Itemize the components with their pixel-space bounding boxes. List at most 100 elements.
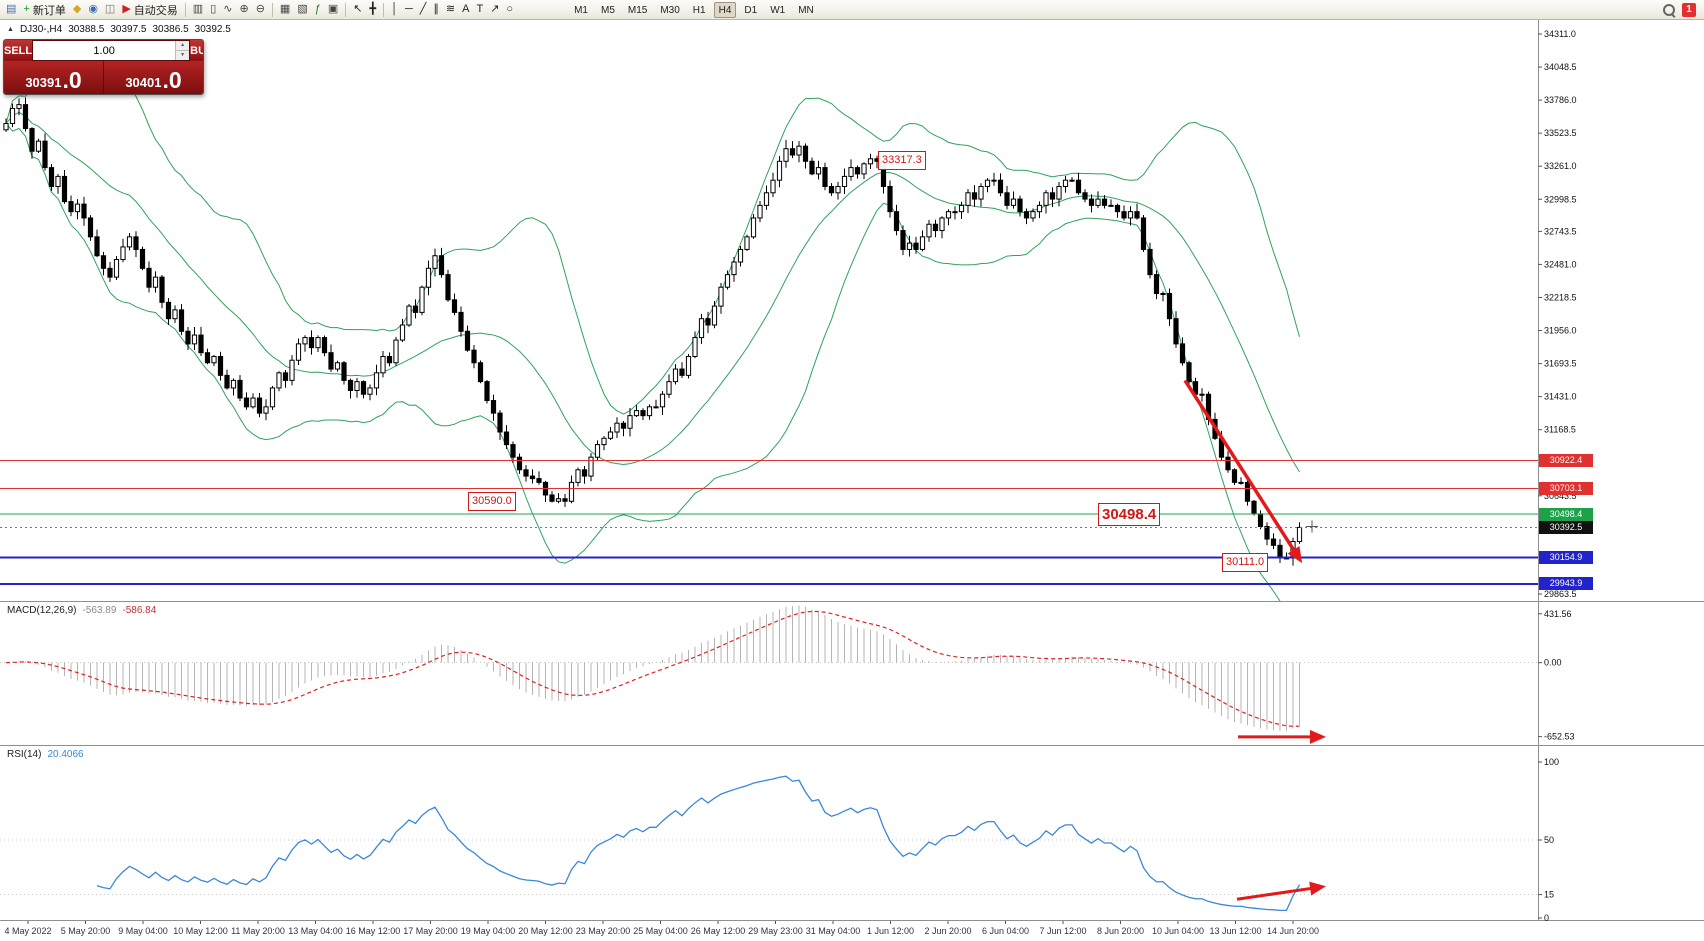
crosshair-button[interactable]: ╋ bbox=[366, 1, 379, 18]
terminal-button[interactable]: ◫ bbox=[102, 1, 118, 18]
trendline-icon: ╱ bbox=[419, 3, 427, 15]
label-button[interactable]: T bbox=[473, 1, 486, 18]
svg-text:10 Jun 04:00: 10 Jun 04:00 bbox=[1152, 926, 1204, 936]
volume-increase-button[interactable]: ▲ bbox=[176, 41, 190, 51]
rsi-value: 20.4066 bbox=[47, 749, 84, 760]
crosshair-marker bbox=[1306, 520, 1318, 533]
candles-layer bbox=[3, 97, 1303, 566]
main-pane[interactable] bbox=[0, 78, 1538, 609]
pane-separators[interactable] bbox=[0, 19, 1704, 921]
one-click-toggle-icon[interactable]: ▲ bbox=[7, 26, 14, 33]
price-annotation[interactable]: 33317.3 bbox=[878, 150, 926, 170]
zoom-out-icon: ⊖ bbox=[255, 3, 265, 15]
vertical-line-button[interactable]: │ bbox=[388, 1, 401, 18]
candlestick-chart-button[interactable]: ▯ bbox=[207, 1, 219, 18]
search-icon[interactable] bbox=[1662, 3, 1676, 17]
sell-price[interactable]: 30391.0 bbox=[4, 61, 104, 94]
rsi-indicator-label: RSI(14) 20.4066 bbox=[7, 749, 84, 760]
auto-trading-button[interactable]: ▶ 自动交易 bbox=[119, 1, 180, 18]
fibonacci-button[interactable]: ≋ bbox=[443, 1, 458, 18]
time-axis[interactable]: 4 May 2022 5 May 20:00 9 May 04:00 10 May 1… bbox=[4, 921, 1319, 936]
macd-signal-value: -586.84 bbox=[122, 605, 157, 616]
price-annotation[interactable]: 30111.0 bbox=[1222, 553, 1269, 573]
macd-histogram bbox=[12, 605, 1300, 731]
zoom-in-button[interactable]: ⊕ bbox=[236, 1, 251, 18]
bar-chart-button[interactable]: ▥ bbox=[190, 1, 206, 18]
rsi-trend-arrow[interactable] bbox=[1236, 881, 1326, 901]
rsi-level-lines bbox=[0, 839, 1538, 896]
line-chart-button[interactable]: ∿ bbox=[220, 1, 235, 18]
svg-text:33523.5: 33523.5 bbox=[1544, 128, 1577, 138]
buy-price-big-digits: .0 bbox=[162, 67, 182, 93]
volume-decrease-button[interactable]: ▼ bbox=[176, 51, 190, 60]
svg-text:13 May 04:00: 13 May 04:00 bbox=[288, 926, 343, 936]
svg-text:32481.0: 32481.0 bbox=[1544, 259, 1577, 269]
svg-text:17 May 20:00: 17 May 20:00 bbox=[403, 926, 458, 936]
arrows-button[interactable]: ↗ bbox=[487, 1, 502, 18]
timeframe-mn-button[interactable]: MN bbox=[798, 4, 814, 16]
indicators-button[interactable]: ƒ bbox=[312, 1, 324, 18]
tile-windows-button[interactable]: ▦ bbox=[277, 1, 293, 18]
timeframe-m1-button[interactable]: M1 bbox=[574, 4, 588, 16]
svg-text:33261.0: 33261.0 bbox=[1544, 161, 1577, 171]
timeframe-w1-button[interactable]: W1 bbox=[770, 4, 786, 16]
svg-text:2 Jun 20:00: 2 Jun 20:00 bbox=[924, 926, 971, 936]
price-tag-29943.9: 29943.9 bbox=[1539, 577, 1593, 591]
new-order-button[interactable]: + 新订单 bbox=[20, 1, 68, 18]
timeframe-h1-button[interactable]: H1 bbox=[692, 4, 706, 16]
price-annotation[interactable]: 30498.4 bbox=[1098, 502, 1161, 526]
svg-text:15: 15 bbox=[1544, 890, 1554, 900]
cascade-icon: ▧ bbox=[297, 3, 308, 15]
timeframe-d1-button[interactable]: D1 bbox=[744, 4, 758, 16]
timeframe-m5-button[interactable]: M5 bbox=[600, 4, 615, 16]
notification-badge[interactable]: 1 bbox=[1682, 2, 1696, 17]
market-watch-button[interactable]: ◉ bbox=[85, 1, 101, 18]
chart-window-icon: ▤ bbox=[6, 3, 17, 15]
macd-pane[interactable] bbox=[0, 605, 1538, 744]
price-axis[interactable]: 34311.0 34048.5 33786.0 33523.5 33261.0 32998… bbox=[1538, 29, 1577, 599]
cursor-button[interactable]: ↖ bbox=[350, 1, 365, 18]
svg-text:8 Jun 20:00: 8 Jun 20:00 bbox=[1097, 926, 1144, 936]
buy-button[interactable]: BUY bbox=[190, 40, 203, 61]
diamond-icon: ◆ bbox=[72, 3, 82, 15]
candle-icon: ▯ bbox=[210, 3, 217, 15]
svg-text:30643.5: 30643.5 bbox=[1544, 491, 1577, 501]
horizontal-level-lines[interactable] bbox=[0, 460, 1538, 585]
svg-text:33786.0: 33786.0 bbox=[1544, 95, 1577, 105]
timeframe-h4-button[interactable]: H4 bbox=[713, 1, 737, 18]
horizontal-line-button[interactable]: ─ bbox=[402, 1, 416, 18]
ohlc-high: 30397.5 bbox=[110, 24, 147, 35]
rsi-pane[interactable] bbox=[0, 775, 1538, 912]
trendline-button[interactable]: ╱ bbox=[417, 1, 430, 18]
panel-icon: ◫ bbox=[104, 3, 116, 15]
price-annotation[interactable]: 30590.0 bbox=[468, 492, 516, 512]
timeframe-m15-button[interactable]: M15 bbox=[627, 4, 648, 16]
shapes-button[interactable]: ○ bbox=[503, 1, 516, 18]
chart-symbol-period: DJ30-,H4 bbox=[19, 24, 63, 35]
buy-price[interactable]: 30401.0 bbox=[104, 61, 203, 94]
svg-text:14 Jun 20:00: 14 Jun 20:00 bbox=[1267, 926, 1319, 936]
sell-button[interactable]: SELL bbox=[4, 40, 33, 61]
macd-signal-line bbox=[5, 610, 1300, 727]
zoom-out-button[interactable]: ⊖ bbox=[253, 1, 268, 18]
new-chart-button[interactable]: ▤ bbox=[3, 1, 19, 18]
svg-text:20 May 12:00: 20 May 12:00 bbox=[518, 926, 573, 936]
trend-arrow[interactable] bbox=[1183, 379, 1303, 564]
channel-button[interactable]: ∥ bbox=[430, 1, 442, 18]
svg-text:34311.0: 34311.0 bbox=[1544, 29, 1576, 39]
objects-button[interactable]: ▣ bbox=[325, 1, 341, 18]
chart-ohlc-header: ▲ DJ30-,H4 30388.5 30397.5 30386.5 30392… bbox=[7, 24, 231, 35]
macd-axis[interactable]: 431.56 0.00 -652.53 bbox=[1538, 609, 1575, 742]
svg-text:19 May 04:00: 19 May 04:00 bbox=[461, 926, 516, 936]
text-button[interactable]: A bbox=[459, 1, 472, 18]
function-icon: ƒ bbox=[314, 3, 321, 15]
history-center-button[interactable]: ◆ bbox=[70, 1, 84, 18]
timeframe-m30-button[interactable]: M30 bbox=[660, 4, 680, 16]
rsi-axis[interactable]: 100 50 15 0 bbox=[1538, 757, 1559, 923]
trade-panel-top-row: SELL ▲ ▼ BUY bbox=[4, 40, 203, 61]
cascade-windows-button[interactable]: ▧ bbox=[294, 1, 310, 18]
auto-trading-button-label: 自动交易 bbox=[133, 4, 178, 17]
volume-input[interactable] bbox=[33, 41, 176, 60]
svg-text:29863.5: 29863.5 bbox=[1544, 589, 1577, 599]
